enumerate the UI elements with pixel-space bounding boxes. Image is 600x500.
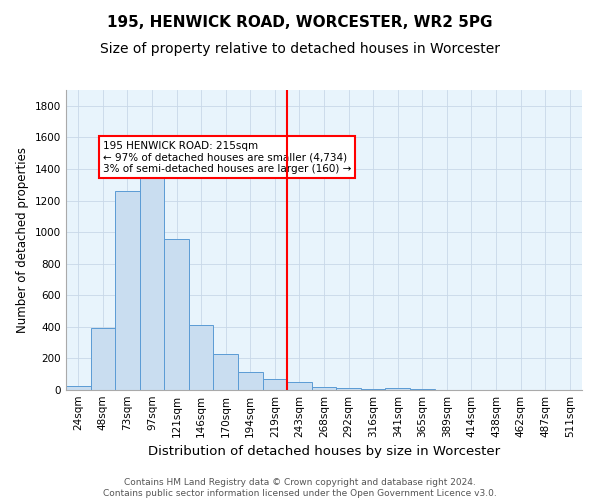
Bar: [91, 328, 115, 390]
Text: Size of property relative to detached houses in Worcester: Size of property relative to detached ho…: [100, 42, 500, 56]
Bar: [115, 191, 140, 390]
Bar: [238, 372, 263, 390]
Bar: [263, 379, 287, 390]
Bar: [189, 326, 214, 390]
Bar: [361, 389, 385, 390]
Bar: [410, 389, 434, 390]
Bar: [385, 388, 410, 390]
Text: Contains HM Land Registry data © Crown copyright and database right 2024.
Contai: Contains HM Land Registry data © Crown c…: [103, 478, 497, 498]
Text: 195, HENWICK ROAD, WORCESTER, WR2 5PG: 195, HENWICK ROAD, WORCESTER, WR2 5PG: [107, 15, 493, 30]
Bar: [312, 387, 336, 390]
Bar: [336, 388, 361, 390]
Bar: [214, 354, 238, 390]
Bar: [287, 382, 312, 390]
Y-axis label: Number of detached properties: Number of detached properties: [16, 147, 29, 333]
Bar: [164, 239, 189, 390]
X-axis label: Distribution of detached houses by size in Worcester: Distribution of detached houses by size …: [148, 446, 500, 458]
Bar: [66, 386, 91, 390]
Bar: [140, 170, 164, 390]
Text: 195 HENWICK ROAD: 215sqm
← 97% of detached houses are smaller (4,734)
3% of semi: 195 HENWICK ROAD: 215sqm ← 97% of detach…: [103, 140, 351, 173]
